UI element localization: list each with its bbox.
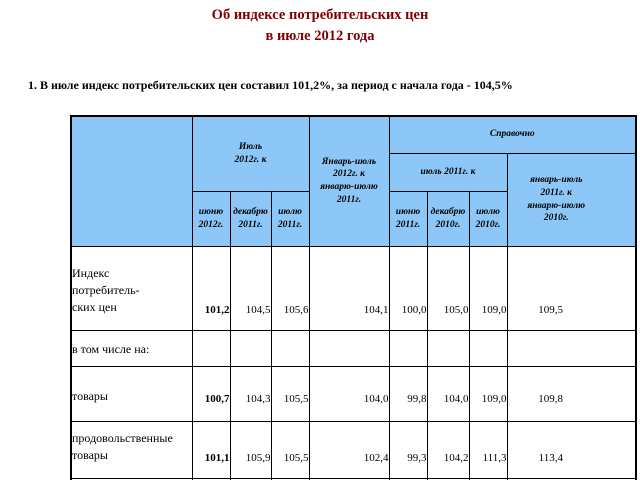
value-cell: 104,0: [426, 365, 470, 422]
value-cell: 104,0: [308, 365, 390, 422]
table-row: в том числе на:: [70, 329, 637, 367]
header-dec-2011: декабрю 2011г.: [229, 190, 272, 247]
table-stub-header-cell: [70, 115, 193, 247]
value-cell: 100,0: [388, 245, 428, 331]
header-june-2011: июню 2011г.: [388, 190, 428, 247]
value-cell: 100,7: [191, 365, 231, 422]
header-june-2012: июню 2012г.: [191, 190, 231, 247]
value-cell: [506, 329, 637, 367]
header-july-2010: июлю 2010г.: [468, 190, 508, 247]
value-cell: [270, 329, 310, 367]
value-cell: 99,8: [388, 365, 428, 422]
row-label: Индекс потребитель- ских цен: [70, 245, 193, 331]
header-row-2: июль 2011г. к январь-июль 2011г. к январ…: [71, 152, 637, 247]
header-dec-2010: декабрю 2010г.: [426, 190, 470, 247]
value-cell: 101,2: [191, 245, 231, 331]
table-row: Индекс потребитель- ских цен 101,2 104,5…: [70, 245, 637, 331]
cpi-table: Июль 2012г. к Январь-июль 2012г. к январ…: [70, 115, 637, 480]
value-cell: [388, 329, 428, 367]
value-cell: 109,0: [468, 245, 508, 331]
value-cell: [229, 329, 272, 367]
value-cell: 105,5: [270, 420, 310, 479]
value-cell: 109,8: [506, 365, 637, 422]
row-label: товары: [70, 365, 193, 422]
value-cell: 105,9: [229, 420, 272, 479]
header-jan-jul-2012: Январь-июль 2012г. к январю-июлю 2011г.: [308, 115, 390, 247]
value-cell: 105,6: [270, 245, 310, 331]
row-label: продовольственные товары: [70, 420, 193, 479]
table-row-cutoff: [70, 477, 637, 480]
header-row-1: Июль 2012г. к Январь-июль 2012г. к январ…: [70, 115, 637, 247]
row-label: в том числе на:: [70, 329, 193, 367]
value-cell: 105,5: [270, 365, 310, 422]
value-cell: [468, 329, 508, 367]
header-july-2011: июлю 2011г.: [270, 190, 310, 247]
header-july-2011-group: июль 2011г. к: [388, 152, 508, 192]
value-cell: 113,4: [506, 420, 637, 479]
value-cell: [506, 477, 637, 480]
value-cell: 99,3: [388, 420, 428, 479]
title-line-1: Об индексе потребительских цен: [211, 7, 429, 23]
value-cell: 104,2: [426, 420, 470, 479]
value-cell: 104,1: [308, 245, 390, 331]
value-cell: 104,3: [229, 365, 272, 422]
value-cell: [191, 329, 231, 367]
value-cell: 105,0: [426, 245, 470, 331]
value-cell: 111,3: [468, 420, 508, 479]
header-july-2012-group: Июль 2012г. к: [191, 115, 310, 192]
document-title: Об индексе потребительских цен в июле 20…: [0, 0, 640, 47]
value-cell: 109,0: [468, 365, 508, 422]
header-row-3: июню 2012г. декабрю 2011г. июлю 2011г. и…: [71, 190, 636, 247]
header-jan-jul-2011: январь-июль 2011г. к январю-июлю 2010г.: [506, 152, 637, 247]
table-row: продовольственные товары 101,1 105,9 105…: [70, 420, 637, 479]
value-cell: 102,4: [308, 420, 390, 479]
title-line-2: в июле 2012 года: [265, 28, 375, 45]
value-cell: [308, 329, 390, 367]
value-cell: 101,1: [191, 420, 231, 479]
header-reference-group: Справочно: [388, 115, 637, 154]
table-row: товары 100,7 104,3 105,5 104,0 99,8 104,…: [70, 365, 637, 422]
value-cell: [426, 329, 470, 367]
intro-paragraph: 1. В июле индекс потребительских цен сос…: [28, 78, 513, 92]
value-cell: 109,5: [506, 245, 637, 331]
value-cell: 104,5: [229, 245, 272, 331]
